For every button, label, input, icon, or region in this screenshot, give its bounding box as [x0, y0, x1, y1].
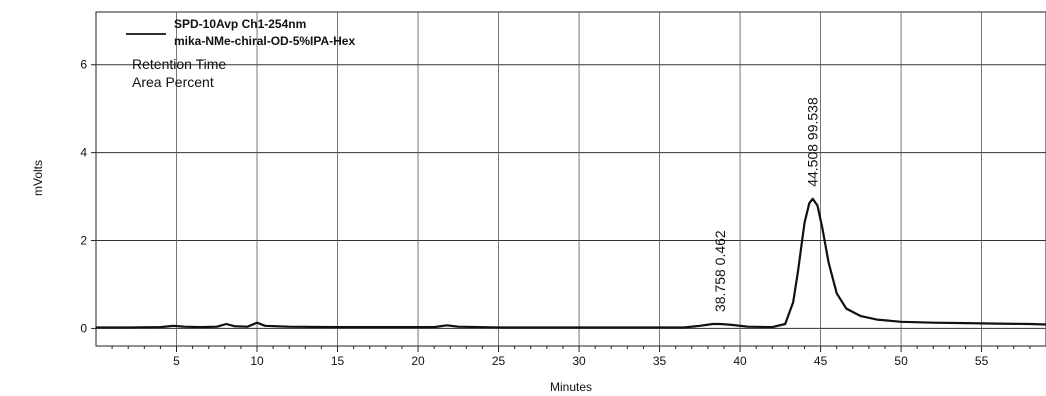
series-line — [96, 197, 1046, 329]
legend-line-1: SPD-10Avp Ch1-254nm — [174, 17, 306, 31]
x-tick-label: 20 — [411, 354, 425, 368]
y-tick-label: 0 — [80, 321, 87, 335]
annotation-area-percent: Area Percent — [132, 74, 214, 90]
y-axis-ticks: 0 2 4 6 — [80, 58, 96, 335]
y-tick-label: 2 — [80, 234, 87, 248]
series-layer — [96, 197, 1046, 329]
x-tick-label: 25 — [492, 354, 506, 368]
peak-label: 38.758 0.462 — [712, 230, 728, 312]
peak-label: 44.508 99.538 — [805, 97, 821, 187]
x-tick-label: 15 — [331, 354, 345, 368]
annotation-retention-time: Retention Time — [132, 56, 226, 72]
x-tick-label: 10 — [250, 354, 264, 368]
x-axis-title: Minutes — [550, 380, 592, 394]
x-tick-label: 5 — [173, 354, 180, 368]
x-tick-label: 55 — [975, 354, 989, 368]
legend-line-2: mika-NMe-chiral-OD-5%IPA-Hex — [174, 34, 355, 48]
x-tick-label: 35 — [653, 354, 667, 368]
y-axis-title: mVolts — [31, 160, 45, 196]
x-tick-label: 30 — [572, 354, 586, 368]
x-tick-label: 45 — [814, 354, 828, 368]
x-tick-label: 50 — [894, 354, 908, 368]
peak-labels: 38.758 0.462 44.508 99.538 — [712, 97, 821, 312]
y-tick-label: 6 — [80, 58, 87, 72]
x-axis-ticks: 5 10 15 20 25 30 35 40 45 50 55 — [111, 346, 1031, 368]
plot-frame — [95, 11, 1046, 347]
x-tick-label: 40 — [733, 354, 747, 368]
y-tick-label: 4 — [80, 146, 87, 160]
grid — [96, 12, 1046, 346]
